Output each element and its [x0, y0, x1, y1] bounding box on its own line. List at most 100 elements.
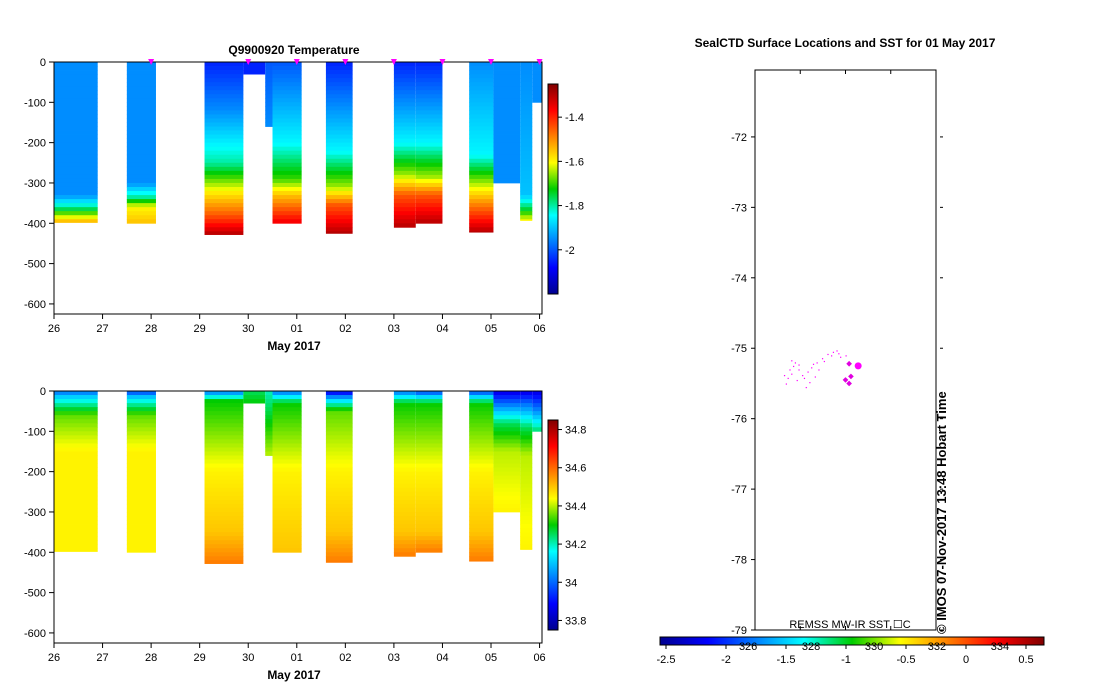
profile-cell	[325, 166, 353, 172]
profile-cell	[272, 483, 302, 489]
profile-cell	[54, 528, 98, 533]
profile-cell	[493, 174, 521, 180]
profile-cell	[126, 483, 156, 489]
track-point	[796, 379, 798, 382]
profile-cell	[520, 491, 533, 497]
profile-cell	[243, 62, 266, 67]
profile-cell	[520, 499, 533, 505]
profile-cell	[520, 219, 533, 221]
profile-cell	[493, 150, 521, 156]
colorbar-tick-label: 34.4	[565, 501, 586, 513]
profile-cell	[393, 78, 416, 83]
profile-cell	[325, 130, 353, 135]
profile-cell	[126, 467, 156, 473]
profile-cell	[393, 134, 416, 140]
track-point	[798, 364, 800, 366]
y-tick-label: -200	[24, 138, 46, 150]
profile-cell	[204, 471, 244, 477]
profile-cell	[325, 395, 353, 400]
profile-cell	[272, 191, 302, 196]
profile-cell	[272, 219, 302, 224]
profile-cell	[532, 407, 542, 412]
profile-cell	[520, 130, 533, 135]
profile-cell	[325, 118, 353, 123]
profile-cell	[272, 435, 302, 440]
profile-cell	[393, 62, 416, 67]
profile-cell	[415, 399, 443, 404]
colorbar-tick-label: -2	[565, 245, 575, 257]
profile-cell	[54, 178, 98, 184]
profile-cell	[393, 174, 416, 180]
profile-cell	[469, 186, 494, 192]
profile-cell	[54, 70, 98, 75]
track-point	[793, 365, 795, 368]
profile-cell	[265, 122, 273, 127]
profile-cell	[204, 223, 244, 228]
profile-cell	[272, 499, 302, 505]
profile-cell	[393, 520, 416, 525]
profile-cell	[265, 114, 273, 119]
profile-cell	[126, 142, 156, 148]
profile-cell	[325, 66, 353, 71]
profile-cell	[272, 186, 302, 192]
profile-cell	[415, 134, 443, 140]
profile-cell	[126, 146, 156, 152]
profile-cell	[204, 203, 244, 208]
profile-cell	[126, 511, 156, 517]
profile-cell	[126, 199, 156, 204]
profile-cell	[493, 74, 521, 79]
profile-cell	[54, 548, 98, 552]
profile-cell	[54, 134, 98, 140]
profile-cell	[469, 170, 494, 176]
profile-cell	[415, 90, 443, 95]
profile-cell	[272, 211, 302, 216]
profile-cell	[204, 158, 244, 164]
salinity-y-axis: 0 -100 -200 -300 -400 -500 -600	[24, 386, 54, 640]
profile-cell	[265, 443, 273, 448]
profile-cell	[204, 174, 244, 180]
profile-cell	[265, 102, 273, 107]
profile-cell	[54, 395, 98, 400]
profile-column	[204, 62, 244, 235]
profile-column	[243, 391, 266, 404]
profile-cell	[520, 431, 533, 436]
profile-cell	[325, 154, 353, 160]
profile-cell	[469, 511, 494, 517]
sst-tick-label: -2	[721, 654, 731, 666]
profile-cell	[520, 82, 533, 87]
profile-cell	[469, 556, 494, 561]
profile-cell	[469, 479, 494, 485]
track-point	[823, 360, 825, 363]
profile-cell	[520, 447, 533, 452]
profile-cell	[272, 447, 302, 452]
profile-cell	[126, 471, 156, 477]
profile-cell	[393, 86, 416, 91]
profile-cell	[520, 134, 533, 140]
profile-cell	[54, 475, 98, 481]
y-tick-label: -300	[24, 507, 46, 519]
profile-cell	[204, 391, 244, 396]
imos-credit: © IMOS 07-Nov-2017 13:48 Hobart Time	[934, 391, 949, 634]
profile-cell	[469, 471, 494, 477]
y-tick-label: -400	[24, 547, 46, 559]
profile-cell	[204, 154, 244, 160]
profile-cell	[325, 78, 353, 83]
profile-cell	[469, 451, 494, 456]
profile-cell	[265, 415, 273, 420]
temperature-x-axis: 26 27 28 29 30 01 02 03 04 05 06	[48, 314, 546, 335]
profile-cell	[265, 98, 273, 103]
temperature-colorbar	[547, 83, 559, 295]
profile-cell	[204, 447, 244, 452]
profile-cell	[272, 174, 302, 180]
profile-cell	[393, 439, 416, 444]
profile-cell	[54, 122, 98, 127]
track-point	[798, 369, 800, 371]
profile-cell	[54, 544, 98, 549]
profile-cell	[415, 447, 443, 452]
profile-cell	[493, 419, 521, 424]
profile-cell	[469, 411, 494, 416]
profile-cell	[54, 98, 98, 103]
profile-cell	[415, 78, 443, 83]
profile-cell	[204, 459, 244, 464]
profile-cell	[469, 435, 494, 440]
